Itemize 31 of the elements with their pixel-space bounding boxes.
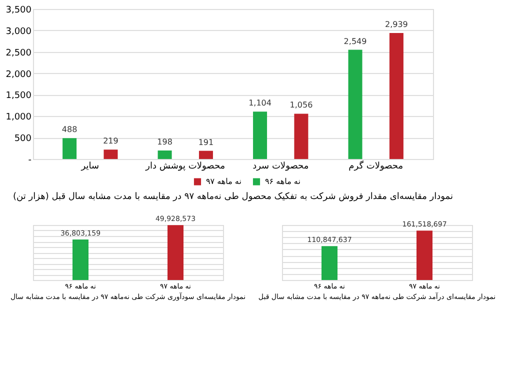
data-label: 2,549: [344, 36, 367, 46]
bar: [104, 150, 118, 159]
y-tick-label: 3,500: [6, 6, 32, 16]
bar: [348, 50, 362, 159]
legend-label: نه ماهه ۹۷: [206, 176, 242, 186]
y-tick-label: 500: [14, 134, 32, 144]
data-label: 219: [103, 136, 118, 146]
x-tick-label: محصولات سرد: [252, 162, 309, 172]
data-label: 198: [157, 138, 172, 147]
y-tick-label: 2,000: [6, 70, 32, 80]
data-label: 1,056: [290, 100, 313, 110]
x-tick-label: محصولات گرم: [348, 160, 404, 172]
data-label: 1,104: [248, 98, 272, 108]
y-tick-label: 1,500: [6, 91, 32, 102]
bar: [389, 33, 404, 159]
y-tick-label: 1,000: [6, 112, 32, 123]
data-label: 191: [198, 138, 214, 147]
data-label: 2,939: [384, 20, 408, 30]
data-label: 488: [62, 125, 78, 134]
x-tick-label: سایر: [80, 162, 100, 172]
bar: [158, 150, 172, 159]
x-tick-label: محصولات پوشش دار: [144, 162, 226, 172]
y-tick-label: 2,500: [6, 48, 32, 58]
bar: [198, 150, 213, 159]
legend-label: نه ماهه ۹۶: [265, 176, 300, 186]
bar: [253, 112, 268, 159]
text: نمودار مقایسه‌ای مقدار فروش شرکت به تفکیک محصول طی نه‌ماهه ۹۷ در مقایسه با مدت مشابه سال قبل (هزار تن): [13, 192, 453, 202]
bar: [62, 138, 77, 159]
y-tick-label: 3,000: [6, 26, 32, 37]
bar: [294, 114, 308, 159]
y-tick-label: -: [28, 156, 32, 166]
